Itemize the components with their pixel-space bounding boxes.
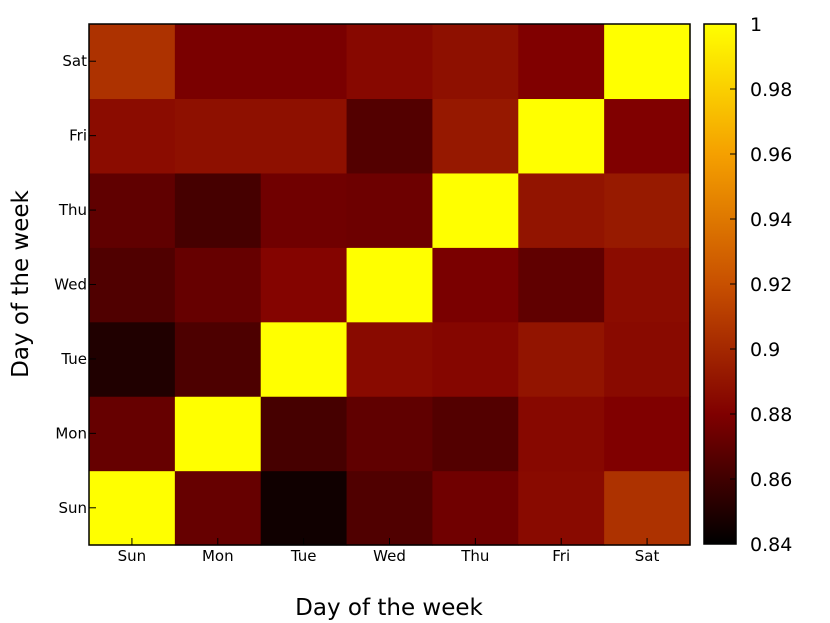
heatmap-cell-fri-sat bbox=[604, 98, 691, 174]
heatmap-cell-wed-tue bbox=[260, 247, 348, 323]
y-tick-label: Tue bbox=[60, 350, 87, 368]
heatmap-cell-wed-sun bbox=[89, 247, 176, 323]
heatmap-cell-wed-sat bbox=[604, 247, 691, 323]
heatmap-cell-sun-mon bbox=[174, 470, 262, 546]
heatmap-cell-fri-mon bbox=[174, 98, 262, 174]
y-tick-label: Thu bbox=[58, 201, 87, 219]
heatmap-cell-sat-wed bbox=[346, 24, 434, 100]
heatmap-cell-sun-sun bbox=[89, 470, 176, 546]
y-tick-label: Fri bbox=[69, 127, 87, 145]
y-tick-label: Sat bbox=[62, 52, 87, 70]
heatmap-cell-thu-sat bbox=[604, 172, 691, 248]
heatmap-cell-tue-sat bbox=[604, 321, 691, 397]
heatmap-cell-sat-sat bbox=[604, 24, 691, 100]
heatmap-cell-thu-sun bbox=[89, 172, 176, 248]
y-tick-label: Wed bbox=[54, 276, 87, 294]
y-axis-title: Day of the week bbox=[8, 189, 34, 377]
y-tick-label: Mon bbox=[55, 424, 87, 442]
heatmap-cell-mon-wed bbox=[346, 396, 434, 472]
heatmap-cell-tue-tue bbox=[260, 321, 348, 397]
x-tick-label: Thu bbox=[460, 547, 489, 565]
x-tick-label: Tue bbox=[290, 547, 317, 565]
colorbar-tick-label: 0.98 bbox=[750, 79, 792, 101]
heatmap-cell-mon-tue bbox=[260, 396, 348, 472]
colorbar-ticks: 0.84 0.86 0.88 0.9 0.92 0.94 0.96 0.98 1 bbox=[730, 14, 792, 556]
heatmap-cell-sun-fri bbox=[518, 470, 605, 546]
colorbar-tick-label: 0.94 bbox=[750, 209, 792, 231]
heatmap-cell-thu-fri bbox=[518, 172, 605, 248]
heatmap-cell-sun-thu bbox=[432, 470, 519, 546]
heatmap-cell-mon-fri bbox=[518, 396, 605, 472]
heatmap-cell-fri-thu bbox=[432, 98, 519, 174]
heatmap-cell-wed-wed bbox=[346, 247, 434, 323]
heatmap-cell-sat-tue bbox=[260, 24, 348, 100]
heatmap-cell-sun-tue bbox=[260, 470, 348, 546]
heatmap-cell-fri-fri bbox=[518, 98, 605, 174]
heatmap-cell-thu-tue bbox=[260, 172, 348, 248]
heatmap-cell-thu-wed bbox=[346, 172, 434, 248]
colorbar-tick-label: 0.84 bbox=[750, 534, 792, 556]
heatmap-cell-fri-sun bbox=[89, 98, 176, 174]
colorbar-tick-label: 1 bbox=[750, 14, 762, 36]
heatmap-cell-tue-thu bbox=[432, 321, 519, 397]
heatmap-cell-sat-thu bbox=[432, 24, 519, 100]
heatmap-cell-sat-fri bbox=[518, 24, 605, 100]
heatmap-cell-sat-mon bbox=[174, 24, 262, 100]
heatmap-cell-mon-sat bbox=[604, 396, 691, 472]
heatmap-cell-mon-mon bbox=[174, 396, 262, 472]
heatmap-cell-sat-sun bbox=[89, 24, 176, 100]
x-tick-label: Mon bbox=[202, 547, 234, 565]
heatmap-cell-thu-mon bbox=[174, 172, 262, 248]
heatmap-cell-tue-sun bbox=[89, 321, 176, 397]
colorbar-tick-label: 0.9 bbox=[750, 339, 780, 361]
colorbar-tick-label: 0.96 bbox=[750, 144, 792, 166]
x-axis-title: Day of the week bbox=[295, 595, 483, 621]
y-tick-label: Sun bbox=[58, 499, 87, 517]
x-axis-ticks: Sun Mon Tue Wed Thu Fri Sat bbox=[118, 538, 660, 565]
heatmap-cell-thu-thu bbox=[432, 172, 519, 248]
heatmap-cell-fri-wed bbox=[346, 98, 434, 174]
heatmap-cell-mon-sun bbox=[89, 396, 176, 472]
heatmap-cell-wed-thu bbox=[432, 247, 519, 323]
heatmap-cell-sun-sat bbox=[604, 470, 691, 546]
heatmap-cell-tue-mon bbox=[174, 321, 262, 397]
heatmap-cell-sun-wed bbox=[346, 470, 434, 546]
heatmap-cell-fri-tue bbox=[260, 98, 348, 174]
x-tick-label: Fri bbox=[552, 547, 570, 565]
heatmap-cells bbox=[89, 24, 691, 546]
colorbar-tick-label: 0.86 bbox=[750, 469, 792, 491]
colorbar-tick-label: 0.88 bbox=[750, 404, 792, 426]
x-tick-label: Wed bbox=[373, 547, 406, 565]
x-tick-label: Sun bbox=[118, 547, 147, 565]
heatmap-cell-tue-fri bbox=[518, 321, 605, 397]
colorbar-tick-label: 0.92 bbox=[750, 274, 792, 296]
heatmap-cell-wed-fri bbox=[518, 247, 605, 323]
heatmap-cell-mon-thu bbox=[432, 396, 519, 472]
x-tick-label: Sat bbox=[635, 547, 660, 565]
y-axis-ticks: Sun Mon Tue Wed Thu Fri Sat bbox=[54, 52, 96, 517]
heatmap-cell-tue-wed bbox=[346, 321, 434, 397]
heatmap-cell-wed-mon bbox=[174, 247, 262, 323]
